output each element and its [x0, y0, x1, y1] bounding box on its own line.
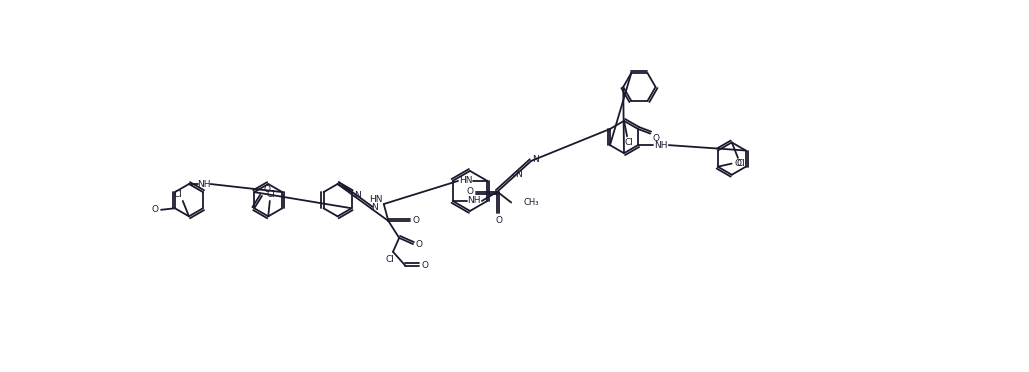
- Text: HN: HN: [369, 195, 383, 204]
- Text: N: N: [371, 203, 378, 212]
- Text: O: O: [151, 205, 158, 214]
- Text: O: O: [495, 217, 502, 225]
- Text: N: N: [514, 170, 522, 179]
- Text: NH: NH: [198, 180, 211, 189]
- Text: N: N: [354, 191, 361, 200]
- Text: Cl: Cl: [625, 138, 633, 147]
- Text: O: O: [735, 159, 741, 168]
- Text: NH: NH: [467, 196, 481, 205]
- Text: O: O: [263, 185, 270, 194]
- Text: O: O: [466, 187, 473, 196]
- Text: Cl: Cl: [737, 160, 745, 169]
- Text: O: O: [413, 217, 420, 225]
- Text: O: O: [653, 134, 660, 143]
- Text: Cl: Cl: [267, 190, 276, 199]
- Text: O: O: [416, 240, 423, 248]
- Text: Cl: Cl: [174, 190, 182, 199]
- Text: Cl: Cl: [386, 255, 394, 264]
- Text: CH₃: CH₃: [524, 198, 539, 207]
- Text: NH: NH: [654, 141, 668, 150]
- Text: N: N: [532, 155, 538, 164]
- Text: HN: HN: [459, 176, 472, 185]
- Text: O: O: [422, 261, 429, 270]
